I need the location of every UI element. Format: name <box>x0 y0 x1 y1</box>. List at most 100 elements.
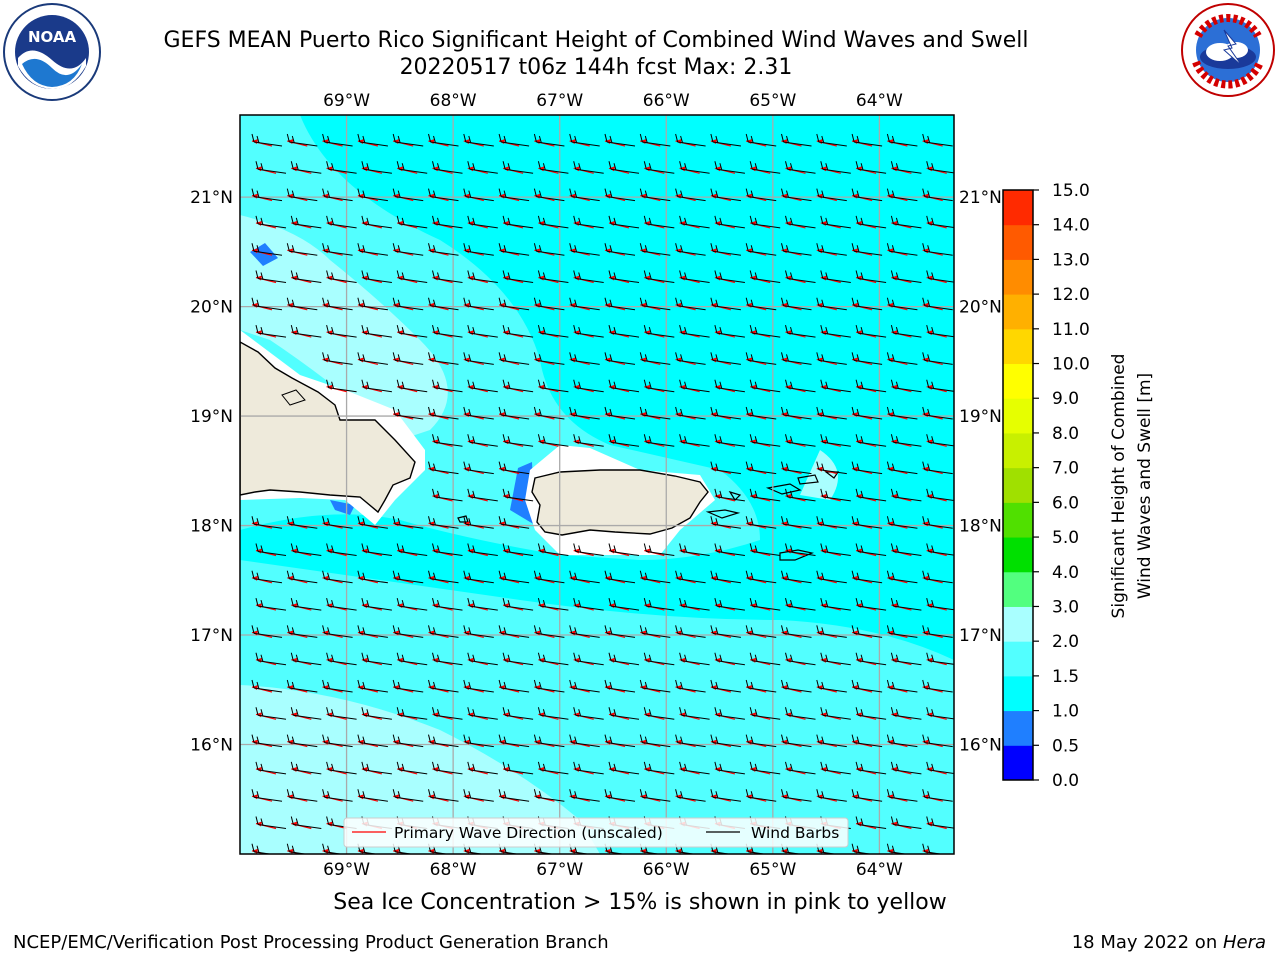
lat-label-left: 20°N <box>190 298 233 318</box>
wind-barb <box>886 133 918 147</box>
wind-barb <box>643 761 675 775</box>
wind-barb <box>922 570 953 584</box>
wind-barb <box>322 734 353 748</box>
wind-barb <box>639 679 671 693</box>
wind-barb <box>675 734 706 748</box>
wind-barb <box>357 188 388 202</box>
wind-barb <box>745 406 777 420</box>
colorbar-swatch <box>1003 190 1033 226</box>
wind-barb <box>467 324 498 338</box>
wind-barb <box>463 188 494 202</box>
wind-barb <box>851 570 883 584</box>
wind-barb <box>851 734 883 748</box>
wind-barb <box>890 434 922 447</box>
wind-barb <box>679 597 710 611</box>
wind-barb <box>604 352 636 365</box>
wind-barb <box>816 243 847 256</box>
wind-barb <box>432 215 463 229</box>
lon-label-top: 66°W <box>643 91 690 111</box>
wind-barb <box>286 133 318 147</box>
wind-barb <box>643 434 675 447</box>
wind-barb <box>710 789 741 802</box>
wind-barb <box>290 161 322 174</box>
wind-barb <box>714 270 745 283</box>
wind-barb <box>502 488 534 502</box>
wind-barb <box>608 324 640 338</box>
colorbar-tick-label: 1.5 <box>1052 667 1079 687</box>
map-legend: Primary Wave Direction (unscaled) Wind B… <box>343 817 849 848</box>
lon-label-bottom: 65°W <box>749 860 796 880</box>
colorbar-swatch <box>1003 259 1033 295</box>
wind-barb <box>679 652 710 666</box>
wind-barb <box>745 789 777 802</box>
wind-barb <box>573 379 604 393</box>
wind-barb <box>886 297 918 311</box>
wind-barb <box>322 679 353 693</box>
wind-barb <box>251 516 283 529</box>
wind-barb <box>851 188 883 202</box>
wind-barb <box>608 597 640 611</box>
wind-barb <box>432 324 463 338</box>
wind-barb <box>851 352 883 365</box>
wind-barb <box>573 652 604 666</box>
wind-barb <box>502 543 534 556</box>
lon-label-bottom: 64°W <box>856 860 903 880</box>
wind-barb <box>639 352 671 365</box>
wind-barb <box>639 406 671 420</box>
wind-barb <box>714 215 745 229</box>
noaa-logo-text: NOAA <box>28 28 77 46</box>
wind-barb <box>926 161 954 174</box>
wind-barb <box>428 516 459 529</box>
wind-barb <box>890 215 922 229</box>
wind-barb <box>886 406 918 420</box>
wind-barb <box>710 243 741 256</box>
wind-barb <box>569 352 600 365</box>
wind-barb <box>361 761 392 775</box>
lat-label-right: 18°N <box>959 517 1002 537</box>
wind-barb <box>922 679 953 693</box>
colorbar-tick-label: 7.0 <box>1052 459 1079 479</box>
wind-barb <box>463 570 494 584</box>
wind-barb <box>255 215 287 229</box>
wind-barb <box>357 625 388 638</box>
wind-barb <box>533 188 565 202</box>
island-saona <box>281 389 306 406</box>
colorbar-swatch <box>1003 710 1033 746</box>
wind-barb <box>816 133 847 147</box>
wind-barb <box>392 188 424 202</box>
colorbar-swatch <box>1003 398 1033 434</box>
wind-barb <box>326 161 357 174</box>
longitude-labels-top: 69°W 68°W 67°W 66°W 65°W 64°W <box>323 91 903 111</box>
wind-barb <box>675 679 706 693</box>
puerto-rico-land <box>531 469 709 536</box>
wind-barb <box>428 188 459 202</box>
wind-barb <box>785 488 816 502</box>
wind-barb <box>498 789 530 802</box>
wind-barb <box>467 761 498 775</box>
wind-barb <box>820 761 851 775</box>
wind-barb <box>428 352 459 365</box>
wind-barb <box>851 406 883 420</box>
wind-barb <box>428 297 459 311</box>
wind-barb <box>820 161 851 174</box>
wind-barb <box>855 707 887 720</box>
wind-barb <box>710 679 741 693</box>
wind-barb <box>820 270 851 283</box>
wind-barb <box>392 243 424 256</box>
colorbar-tick-label: 6.0 <box>1052 493 1079 513</box>
wind-barb <box>432 488 463 502</box>
wind-barb <box>290 707 322 720</box>
wind-barb <box>820 597 851 611</box>
colorbar-tick-label: 15.0 <box>1052 181 1090 201</box>
wind-barb <box>392 734 424 748</box>
wind-barb <box>855 270 887 283</box>
wind-barb <box>890 707 922 720</box>
wind-barb <box>357 243 388 256</box>
wind-barb <box>255 324 287 338</box>
wind-barb <box>361 379 392 393</box>
wind-barb <box>851 297 883 311</box>
lat-label-right: 21°N <box>959 188 1002 208</box>
wind-barb <box>608 215 640 229</box>
wind-barb <box>428 679 459 693</box>
wind-barb <box>322 188 353 202</box>
